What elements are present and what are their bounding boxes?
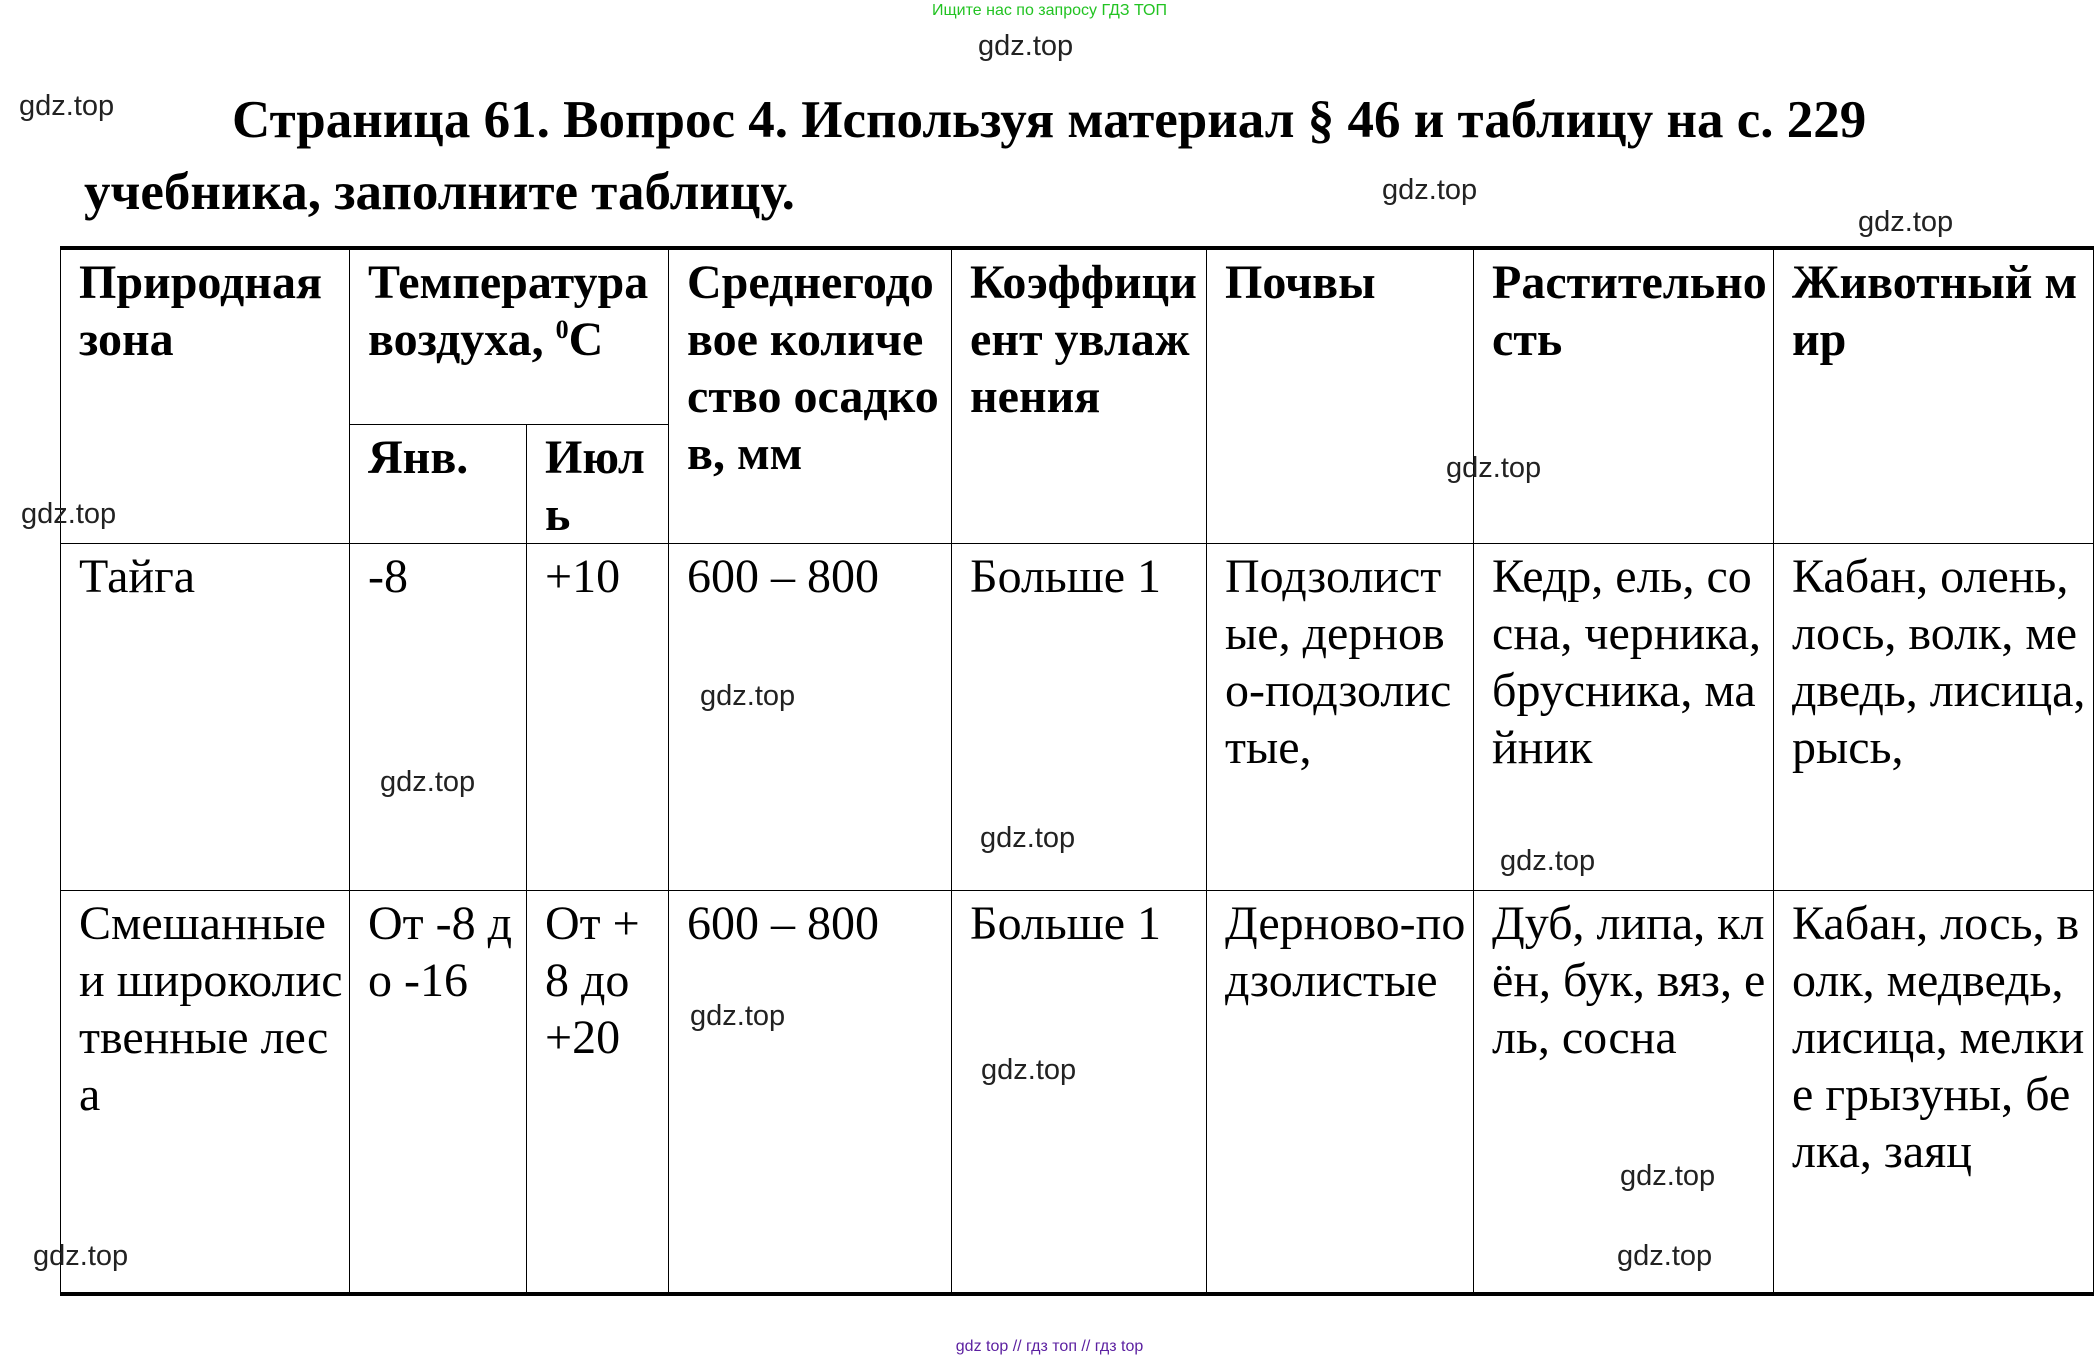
header-july: Июль xyxy=(525,423,670,544)
header-precipitation: Среднегодовое количество осадков, мм xyxy=(668,246,953,544)
cell-fauna: Кабан, олень, лось, волк, медведь, лисиц… xyxy=(1773,542,2095,891)
table-row: Смешанные и широколиственные леса От -8 … xyxy=(60,889,2095,1296)
header-vegetation: Растительность xyxy=(1473,246,1775,544)
watermark: gdz.top xyxy=(380,766,476,798)
cell-july: От +8 до +20 xyxy=(525,889,670,1296)
cell-zone: Тайга xyxy=(60,542,350,891)
watermark: gdz.top xyxy=(1620,1160,1716,1192)
header-zone: Природная зона xyxy=(60,246,350,544)
cell-precipitation: 600 – 800 xyxy=(668,542,953,891)
cell-january: -8 xyxy=(349,542,527,891)
watermark: gdz.top xyxy=(21,498,117,530)
search-hint: Ищите нас по запросу ГДЗ ТОП xyxy=(932,2,1167,19)
cell-vegetation: Кедр, ель, сосна, черника, брусника, май… xyxy=(1473,542,1775,891)
cell-fauna: Кабан, лось, волк, медведь, лисица, мелк… xyxy=(1773,889,2095,1296)
header-temperature-label: Температура воздуха, xyxy=(368,256,649,366)
header-january: Янв. xyxy=(349,423,527,544)
degree-mark: 0 xyxy=(555,315,569,344)
watermark: gdz.top xyxy=(980,822,1076,854)
cell-coefficient: Больше 1 xyxy=(951,889,1208,1296)
watermark: gdz.top xyxy=(690,1000,786,1032)
watermark: gdz.top xyxy=(700,680,796,712)
watermark: gdz.top xyxy=(1446,452,1542,484)
cell-july: +10 xyxy=(525,542,670,891)
table-row: Тайга -8 +10 600 – 800 Больше 1 Подзолис… xyxy=(60,542,2095,891)
cell-soils: Дерново-подзолистые xyxy=(1206,889,1475,1296)
page-title: Страница 61. Вопрос 4. Используя материа… xyxy=(84,91,1867,221)
watermark: gdz.top xyxy=(33,1240,129,1272)
cell-precipitation: 600 – 800 xyxy=(668,889,953,1296)
celsius-unit: С xyxy=(568,313,604,366)
watermark: gdz.top xyxy=(1500,845,1596,877)
watermark: gdz.top xyxy=(1858,206,1954,238)
watermark: gdz.top xyxy=(19,90,115,122)
header-soils: Почвы xyxy=(1206,246,1475,544)
cell-soils: Подзолистые, дерново-подзолистые, xyxy=(1206,542,1475,891)
watermark: gdz.top xyxy=(978,30,1074,62)
cell-vegetation: Дуб, липа, клён, бук, вяз, ель, сосна xyxy=(1473,889,1775,1296)
footer-links: gdz top // гдз топ // гдз top xyxy=(955,1338,1144,1355)
answer-table: Природная зона Температура воздуха, 0С С… xyxy=(60,246,2095,1296)
watermark: gdz.top xyxy=(1382,174,1478,206)
header-fauna: Животный мир xyxy=(1773,246,2095,544)
watermark: gdz.top xyxy=(981,1054,1077,1086)
header-temperature: Температура воздуха, 0С xyxy=(348,246,670,425)
cell-january: От -8 до -16 xyxy=(349,889,527,1296)
cell-zone: Смешанные и широколиственные леса xyxy=(60,889,350,1296)
watermark: gdz.top xyxy=(1617,1240,1713,1272)
header-moisture-coefficient: Коэффициент увлажнения xyxy=(951,246,1208,544)
